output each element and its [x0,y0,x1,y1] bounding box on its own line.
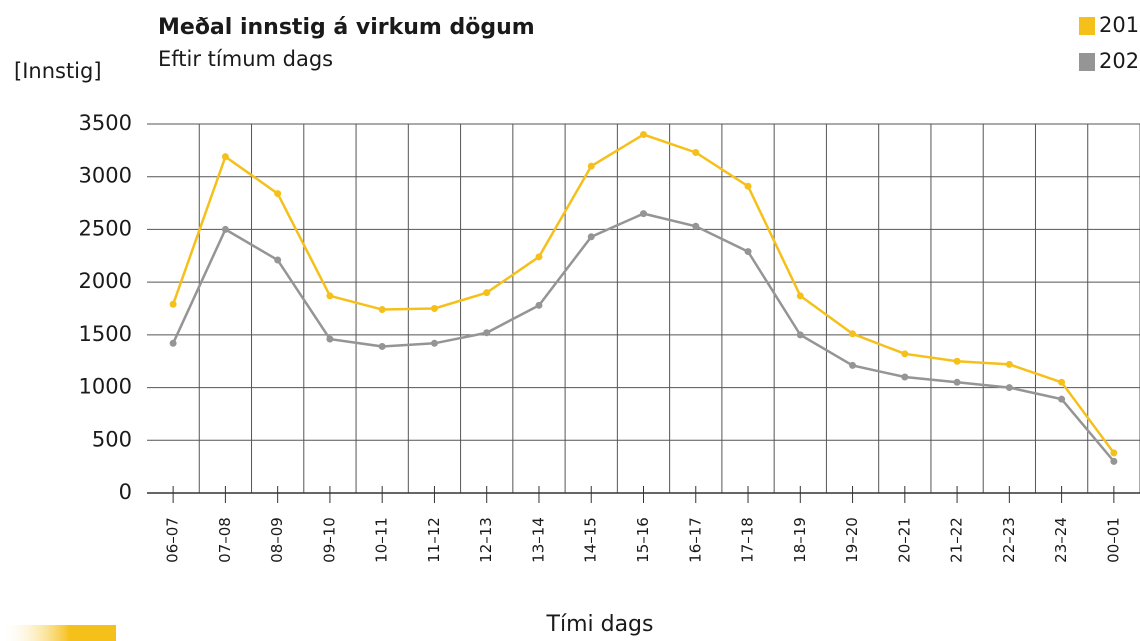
y-tick-label: 1500 [79,322,132,346]
data-point [1058,378,1066,386]
y-tick-label: 500 [92,427,132,451]
data-point [744,182,752,190]
data-point [1058,395,1066,403]
data-point [640,131,647,139]
data-point [483,289,491,297]
data-point [953,357,961,365]
data-point [901,373,909,381]
legend-swatch [1079,53,1095,71]
legend-swatch [1079,17,1095,35]
chart-title: Meðal innstig á virkum dögum [158,15,535,40]
data-point [378,306,386,314]
x-tick-label: 16–17 [686,517,704,563]
x-tick-label: 19–20 [843,517,861,563]
x-tick-label: 13–14 [529,517,547,563]
data-point [849,330,857,338]
data-point [326,335,334,343]
x-tick-label: 14–15 [582,517,600,563]
x-tick-label: 22–23 [1000,517,1018,563]
x-tick-label: 12–13 [477,517,495,563]
y-axis-label: [Innstig] [14,59,102,83]
x-tick-label: 23–24 [1052,517,1070,563]
x-tick-label: 15–16 [634,517,652,563]
x-tick-label: 07–08 [216,517,234,563]
data-point [1005,384,1013,392]
y-tick-label: 3500 [79,111,132,135]
y-tick-label: 3000 [79,164,132,188]
x-tick-label: 08–09 [268,517,286,563]
y-tick-label: 0 [119,480,132,504]
data-point [953,378,961,386]
data-point [169,300,177,308]
data-point [1005,360,1013,368]
series-line [171,133,1115,454]
y-tick-label: 2500 [79,216,132,240]
data-point [849,361,857,369]
x-tick-label: 06–07 [164,517,182,563]
decor-bar [0,625,116,641]
x-tick-label: 20–21 [895,517,913,563]
y-tick-label: 2000 [79,269,132,293]
x-tick-label: 09–10 [320,517,338,563]
data-point [692,222,700,230]
data-point [221,153,229,161]
data-point [1110,457,1118,465]
x-tick-label: 10–11 [373,517,391,563]
data-point [274,190,282,198]
x-tick-label: 11–12 [425,517,443,563]
data-point [587,162,595,170]
data-point [796,292,804,300]
data-point [483,329,491,337]
x-tick-label: 18–19 [791,517,809,563]
data-point [587,233,595,241]
data-point [1110,449,1118,457]
data-point [221,225,229,233]
x-tick-label: 00–01 [1104,517,1122,563]
x-axis-label: Tími dags [546,612,654,637]
data-point [744,248,752,256]
data-point [430,339,438,347]
data-point [535,253,543,261]
data-point [430,305,438,312]
data-point [274,256,282,264]
chart-subtitle: Eftir tímum dags [158,47,333,71]
data-point [535,301,543,309]
data-point [378,342,386,350]
series-line [171,212,1115,463]
data-point [169,339,177,347]
data-point [692,148,700,156]
data-point [326,292,334,300]
data-point [796,331,804,339]
legend-label: 2019 [1099,13,1140,37]
x-tick-label: 17–18 [739,517,757,563]
data-point [640,210,647,218]
x-tick-label: 21–22 [948,517,966,563]
y-tick-label: 1000 [79,375,132,399]
data-point [901,350,909,358]
